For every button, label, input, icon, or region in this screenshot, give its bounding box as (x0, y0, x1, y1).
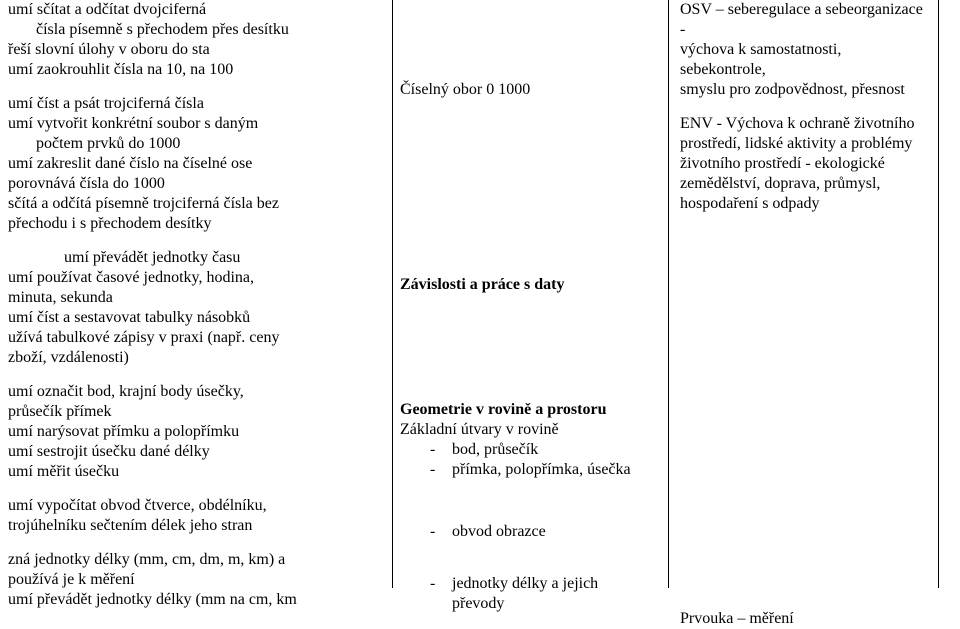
text-line: umí zakreslit dané číslo na číselné ose (8, 154, 383, 174)
text-line: čísla písemně s přechodem přes desítku (8, 20, 383, 40)
text-line: trojúhelníku sečtením délek jeho stran (8, 516, 383, 536)
text-line: umí číst a psát trojciferná čísla (8, 94, 383, 114)
column-3: OSV – seberegulace a sebeorganizace - vý… (680, 0, 930, 629)
bullet-list: obvod obrazce (400, 522, 660, 542)
column-1: umí sčítat a odčítat dvojciferná čísla p… (8, 0, 383, 610)
text-line: přechodu i s přechodem desítky (8, 214, 383, 234)
list-item-text: převody (452, 595, 504, 612)
column-divider (392, 0, 393, 588)
text-line: umí převádět jednotky délky (mm na cm, k… (8, 590, 383, 610)
text-line: sčítá a odčítá písemně trojciferná čísla… (8, 194, 383, 214)
list-item: obvod obrazce (452, 522, 660, 542)
text-line: Prvouka – měření (680, 609, 930, 629)
text-line: počtem prvků do 1000 (8, 134, 383, 154)
text-line: zná jednotky délky (mm, cm, dm, m, km) a (8, 550, 383, 570)
text-line: prostředí, lidské aktivity a problémy (680, 134, 930, 154)
column-2: Číselný obor 0 1000 Závislosti a práce s… (400, 0, 660, 614)
text-line: umí vytvořit konkrétní soubor s daným (8, 114, 383, 134)
text-line: umí sestrojit úsečku dané délky (8, 442, 383, 462)
text-line: porovnává čísla do 1000 (8, 174, 383, 194)
text-line: ENV - Výchova k ochraně životního (680, 114, 930, 134)
text-line: řeší slovní úlohy v oboru do sta (8, 40, 383, 60)
heading: Geometrie v rovině a prostoru (400, 400, 660, 420)
heading: Číselný obor 0 1000 (400, 80, 660, 100)
list-item: jednotky délky a jejich převody (452, 574, 660, 614)
subheading: Základní útvary v rovině (400, 420, 660, 440)
bullet-list: jednotky délky a jejich převody (400, 574, 660, 614)
document-page: umí sčítat a odčítat dvojciferná čísla p… (0, 0, 960, 588)
text-line: zboží, vzdálenosti) (8, 348, 383, 368)
text-line: užívá tabulkové zápisy v praxi (např. ce… (8, 328, 383, 348)
text-line: umí používat časové jednotky, hodina, (8, 268, 383, 288)
text-line: umí zaokrouhlit čísla na 10, na 100 (8, 60, 383, 80)
text-line: umí narýsovat přímku a polopřímku (8, 422, 383, 442)
list-item: přímka, polopřímka, úsečka (452, 460, 660, 480)
text-line: umí měřit úsečku (8, 462, 383, 482)
text-line: používá je k měření (8, 570, 383, 590)
text-line: životního prostředí - ekologické (680, 154, 930, 174)
column-divider (938, 0, 939, 588)
text-line: umí sčítat a odčítat dvojciferná (8, 0, 383, 20)
bullet-list: bod, průsečík přímka, polopřímka, úsečka (400, 440, 660, 480)
text-line: hospodaření s odpady (680, 194, 930, 214)
text-line: výchova k samostatnosti, sebekontrole, (680, 40, 930, 80)
heading: Závislosti a práce s daty (400, 275, 660, 295)
list-item-text: jednotky délky a jejich (452, 575, 598, 592)
text-line: zemědělství, doprava, průmysl, (680, 174, 930, 194)
text-line: OSV – seberegulace a sebeorganizace - (680, 0, 930, 40)
text-line: umí vypočítat obvod čtverce, obdélníku, (8, 496, 383, 516)
text-line: minuta, sekunda (8, 288, 383, 308)
text-line: umí označit bod, krajní body úsečky, (8, 382, 383, 402)
text-line: smyslu pro zodpovědnost, přesnost (680, 80, 930, 100)
column-divider (668, 0, 669, 588)
list-item: bod, průsečík (452, 440, 660, 460)
text-line: umí převádět jednotky času (8, 248, 383, 268)
text-line: umí číst a sestavovat tabulky násobků (8, 308, 383, 328)
text-line: průsečík přímek (8, 402, 383, 422)
